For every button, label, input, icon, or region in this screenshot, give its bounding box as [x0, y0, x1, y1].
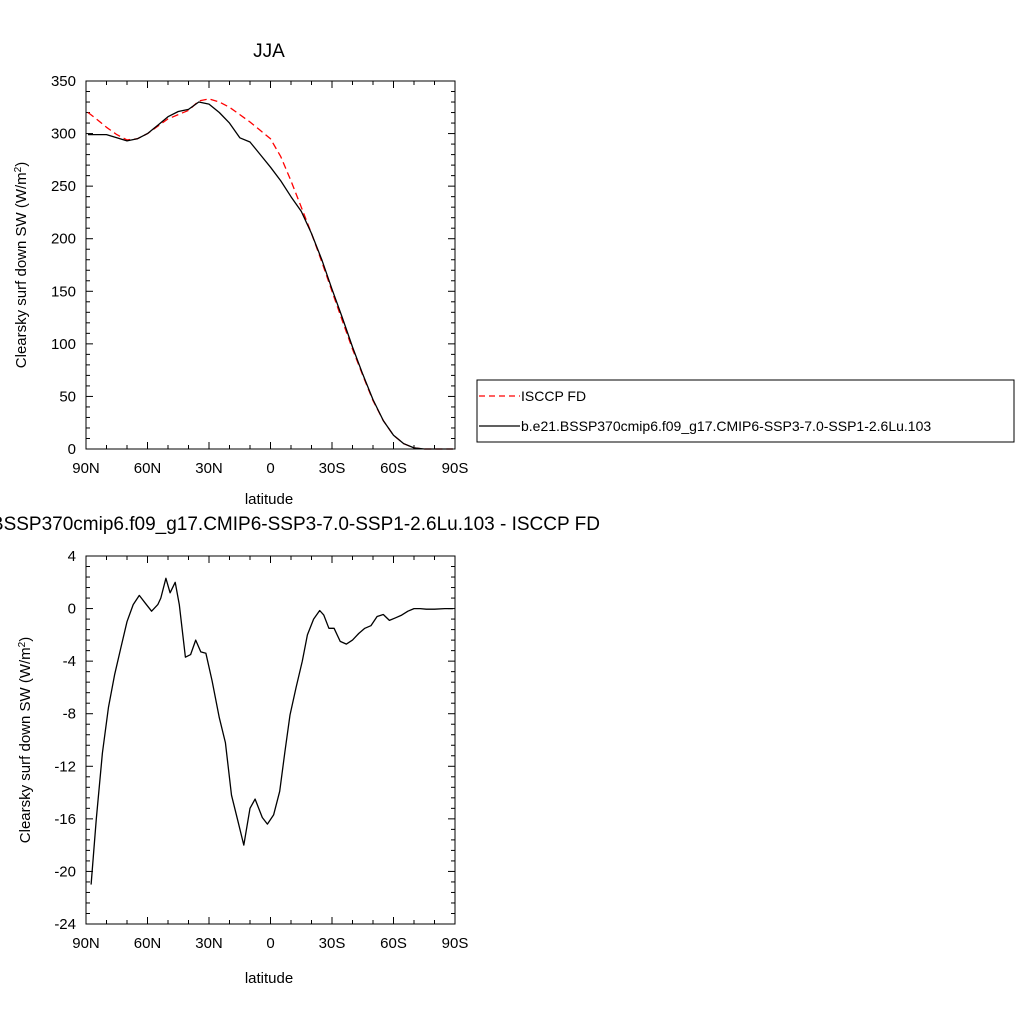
x-tick-label: 30S	[319, 460, 346, 477]
top-chart-series	[87, 98, 453, 450]
y-tick-label: -8	[63, 706, 76, 723]
top-chart-xlabel: latitude	[245, 491, 293, 508]
y-tick-label: 250	[51, 178, 76, 195]
y-tick-label: 50	[59, 388, 76, 405]
legend-box	[476, 379, 1015, 443]
top-ylabel-close: )	[13, 162, 30, 167]
y-tick-label: 200	[51, 231, 76, 248]
x-tick-label: 0	[266, 935, 274, 952]
y-tick-label: 150	[51, 283, 76, 300]
bottom-chart: b.e21.BSSP370cmip6.f09_g17.CMIP6-SSP3-7.…	[0, 514, 600, 987]
top-chart-frame	[85, 80, 456, 450]
bottom-chart-frame	[85, 555, 456, 925]
y-tick-label: 100	[51, 336, 76, 353]
x-tick-label: 60S	[380, 460, 407, 477]
bottom-chart-ylabel: Clearsky surf down SW (W/m2)	[17, 637, 35, 843]
x-tick-label: 90S	[442, 460, 469, 477]
top-series-line-0	[87, 98, 453, 450]
top-series-line-1	[88, 101, 453, 450]
x-tick-label: 60N	[134, 460, 162, 477]
y-tick-label: 0	[68, 441, 76, 458]
bottom-ylabel-close: )	[17, 637, 34, 642]
legend-label-model: b.e21.BSSP370cmip6.f09_g17.CMIP6-SSP3-7.…	[521, 418, 931, 434]
y-tick-label: -20	[54, 863, 76, 880]
top-chart-tick-labels: 90N 60N 30N 0 30S 60S 90S 0 50 100 150 200 250 300 350	[51, 73, 468, 477]
x-tick-label: 90N	[72, 935, 100, 952]
y-tick-label: 0	[68, 601, 76, 618]
bottom-chart-title: b.e21.BSSP370cmip6.f09_g17.CMIP6-SSP3-7.…	[0, 514, 600, 535]
x-tick-label: 90S	[442, 935, 469, 952]
y-tick-label: 300	[51, 126, 76, 143]
y-tick-label: -24	[54, 916, 76, 933]
legend: ISCCP FD b.e21.BSSP370cmip6.f09_g17.CMIP…	[476, 379, 1015, 443]
bottom-chart-tick-labels: 90N 60N 30N 0 30S 60S 90S 4 0 -4 -8 -12 -16 -20 -24	[54, 548, 468, 952]
top-ylabel-sup: 2	[13, 166, 24, 172]
bottom-ylabel-main: Clearsky surf down SW (W/m	[17, 647, 34, 843]
x-tick-label: 30N	[195, 935, 223, 952]
top-chart: JJA 90N 60N 30N 0 30S 60S 90S 0 50 100 150 200 250 30…	[13, 41, 469, 508]
bottom-series-line-0	[90, 577, 453, 885]
x-tick-label: 90N	[72, 460, 100, 477]
y-tick-label: -12	[54, 758, 76, 775]
y-tick-label: 350	[51, 73, 76, 90]
y-tick-label: 4	[68, 548, 76, 565]
x-tick-label: 30S	[319, 935, 346, 952]
top-ylabel-main: Clearsky surf down SW (W/m	[13, 172, 30, 368]
x-tick-label: 30N	[195, 460, 223, 477]
bottom-chart-xlabel: latitude	[245, 970, 293, 987]
x-tick-label: 60S	[380, 935, 407, 952]
y-tick-label: -4	[63, 653, 76, 670]
y-tick-label: -16	[54, 811, 76, 828]
x-tick-label: 0	[266, 460, 274, 477]
legend-label-isccp: ISCCP FD	[521, 388, 586, 404]
bottom-ylabel-sup: 2	[17, 641, 28, 647]
top-chart-title: JJA	[253, 41, 285, 62]
x-tick-label: 60N	[134, 935, 162, 952]
bottom-chart-ticks	[85, 555, 456, 925]
top-chart-ylabel: Clearsky surf down SW (W/m2)	[13, 162, 31, 368]
bottom-chart-series	[90, 577, 453, 885]
